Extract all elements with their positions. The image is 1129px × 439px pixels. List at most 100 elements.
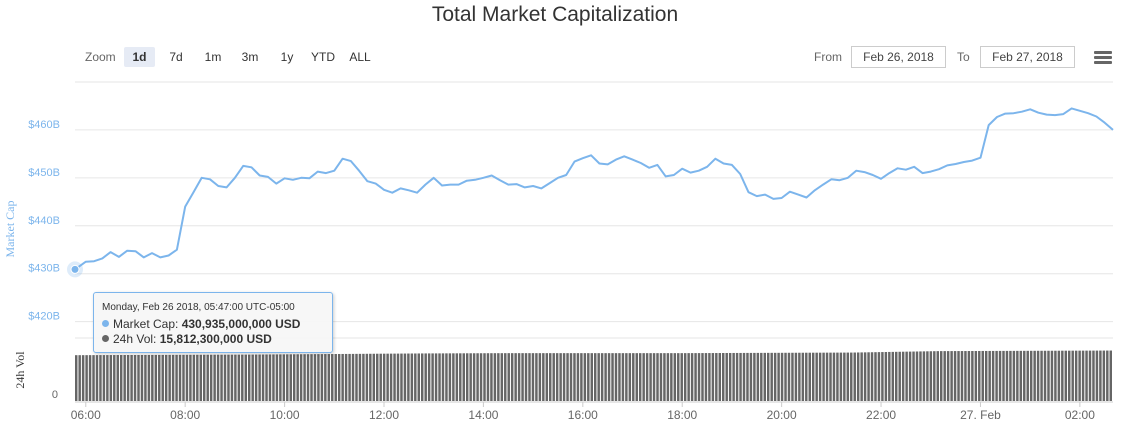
- zoom-button-1y[interactable]: 1y: [280, 50, 294, 64]
- volume-bar: [839, 352, 843, 401]
- tooltip-volume-value: 15,812,300,000 USD: [159, 332, 272, 346]
- volume-bar: [337, 353, 341, 401]
- volume-bar: [1102, 350, 1106, 401]
- volume-bar: [75, 355, 78, 401]
- volume-bar: [123, 355, 126, 401]
- volume-bar: [265, 354, 268, 401]
- volume-bar: [106, 355, 109, 401]
- zoom-button-3m[interactable]: 3m: [241, 50, 259, 64]
- volume-bar: [1026, 350, 1029, 401]
- volume-bar: [649, 353, 652, 401]
- volume-bar: [334, 354, 337, 401]
- volume-bar: [884, 352, 888, 401]
- volume-bar: [372, 353, 376, 401]
- volume-bar: [171, 354, 175, 401]
- volume-bar: [241, 354, 244, 401]
- volume-bar: [258, 354, 261, 401]
- volume-bar: [1043, 350, 1047, 401]
- hamburger-menu-icon[interactable]: [1094, 51, 1112, 67]
- volume-bar: [566, 353, 569, 401]
- volume-bar: [230, 354, 234, 401]
- chart-title: Total Market Capitalization: [431, 3, 679, 26]
- volume-bar: [327, 354, 331, 401]
- zoom-button-1d[interactable]: 1d: [124, 47, 155, 67]
- volume-bar: [704, 353, 708, 401]
- volume-bar: [576, 353, 580, 401]
- volume-bar: [102, 355, 106, 401]
- volume-bar: [1054, 350, 1057, 401]
- volume-bar: [472, 353, 476, 401]
- volume-axis-title: 24h Vol: [13, 351, 27, 389]
- volume-bar: [891, 351, 895, 401]
- volume-bar: [497, 353, 500, 401]
- zoom-button-all[interactable]: ALL: [349, 50, 371, 64]
- volume-bar: [528, 353, 531, 401]
- volume-bar: [683, 353, 687, 401]
- volume-bar: [206, 354, 209, 401]
- volume-bar: [690, 353, 694, 401]
- volume-bar: [393, 353, 396, 401]
- volume-bar: [905, 351, 908, 401]
- volume-bar: [254, 354, 258, 401]
- x-tick-label: 16:00: [568, 408, 598, 422]
- x-tick-label: 06:00: [71, 408, 101, 422]
- volume-bar: [846, 352, 850, 401]
- volume-bar: [493, 353, 497, 401]
- volume-bar: [818, 352, 822, 401]
- volume-bar: [967, 351, 971, 401]
- to-date-input[interactable]: Feb 27, 2018: [980, 46, 1075, 68]
- volume-bar: [780, 352, 784, 401]
- volume-bar: [272, 354, 275, 401]
- volume-bar: [1078, 350, 1081, 401]
- y-tick-label: $430B: [28, 263, 60, 275]
- volume-bar: [549, 353, 552, 401]
- volume-bar: [400, 353, 403, 401]
- volume-bar: [538, 353, 542, 401]
- volume-bar: [1019, 350, 1023, 401]
- volume-bar: [379, 353, 382, 401]
- volume-bar: [746, 352, 749, 401]
- volume-bar: [192, 354, 196, 401]
- volume-bar: [1068, 350, 1071, 401]
- volume-bar: [324, 354, 327, 401]
- volume-bar: [369, 353, 372, 401]
- volume-bar: [670, 353, 673, 401]
- volume-bar: [656, 353, 659, 401]
- volume-bar: [344, 353, 348, 401]
- zoom-button-ytd[interactable]: YTD: [311, 50, 335, 64]
- volume-bar: [798, 352, 801, 401]
- volume-bar: [81, 355, 85, 401]
- x-tick-label: 10:00: [270, 408, 300, 422]
- volume-bar: [455, 353, 459, 401]
- volume-bar: [995, 350, 998, 401]
- volume-bar: [604, 353, 607, 401]
- volume-bar: [991, 350, 995, 401]
- volume-bar: [119, 355, 123, 401]
- from-date-input[interactable]: Feb 26, 2018: [851, 46, 946, 68]
- volume-bar: [587, 353, 590, 401]
- y-tick-label: $420B: [28, 311, 60, 323]
- volume-bar: [279, 354, 282, 401]
- volume-bar: [147, 354, 151, 401]
- zoom-button-7d[interactable]: 7d: [169, 50, 183, 64]
- volume-bar: [773, 352, 777, 401]
- volume-bar: [137, 354, 140, 401]
- volume-bar: [1095, 350, 1099, 401]
- zoom-button-1m[interactable]: 1m: [204, 50, 222, 64]
- volume-bar: [292, 354, 296, 401]
- volume-bar: [895, 351, 898, 401]
- volume-bar: [1106, 350, 1109, 401]
- y-tick-label: $460B: [28, 119, 60, 131]
- volume-bar: [504, 353, 507, 401]
- volume-bar: [583, 353, 587, 401]
- volume-bar: [545, 353, 549, 401]
- volume-bar: [213, 354, 216, 401]
- volume-bar: [652, 353, 656, 401]
- volume-bar: [251, 354, 254, 401]
- volume-bar: [850, 352, 853, 401]
- volume-bar: [164, 354, 168, 401]
- volume-bar: [1071, 350, 1074, 401]
- volume-bar: [203, 354, 206, 401]
- volume-bar: [1005, 350, 1009, 401]
- volume-bar: [151, 354, 154, 401]
